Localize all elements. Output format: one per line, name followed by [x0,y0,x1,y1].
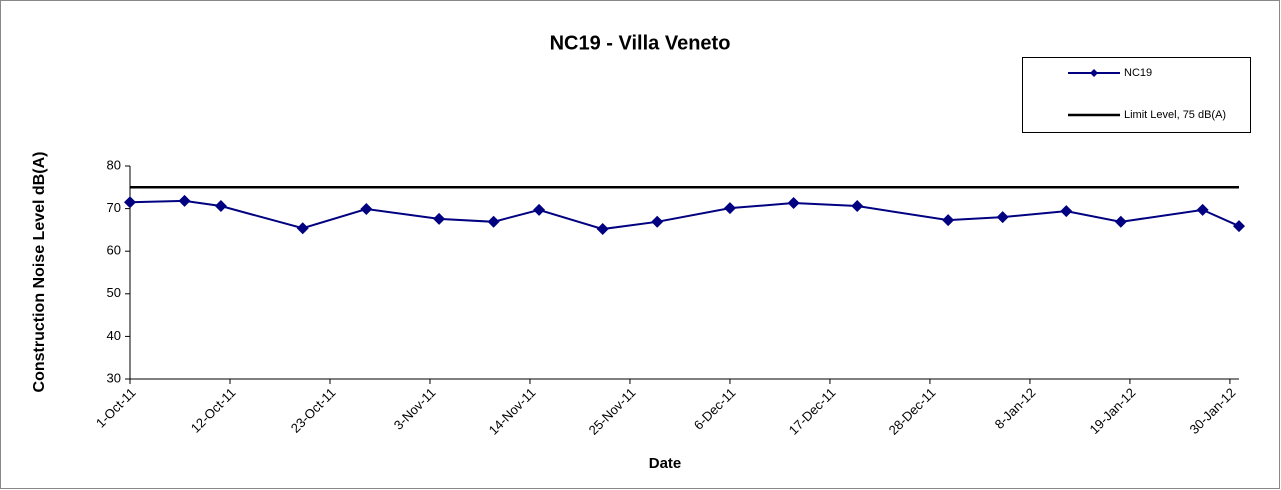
data-point [487,215,500,228]
data-point [723,202,736,215]
y-tick-label: 40 [107,328,121,343]
data-point [942,214,955,227]
y-axis-label: Construction Noise Level dB(A) [31,152,48,393]
data-point [996,211,1009,224]
data-point [1196,203,1209,216]
data-point [178,194,191,207]
x-axis-label: Date [649,455,682,472]
legend-box [1022,57,1251,133]
data-point [1060,205,1073,218]
legend-label: NC19 [1124,67,1152,79]
legend-marker [1090,69,1098,77]
chart-title: NC19 - Villa Veneto [550,32,731,54]
data-point [1233,220,1245,233]
data-point [214,200,227,213]
y-tick-label: 50 [107,285,121,300]
data-point [851,200,864,213]
data-point [124,196,136,209]
data-point [1114,215,1127,228]
y-tick-label: 70 [107,200,121,215]
data-point [296,222,309,235]
y-tick-label: 60 [107,243,121,258]
data-point [433,212,446,225]
data-point [596,223,609,236]
data-point [787,197,800,210]
data-point [533,203,546,216]
y-tick-label: 80 [107,157,121,172]
y-tick-label: 30 [107,370,121,385]
legend-label: Limit Level, 75 dB(A) [1124,109,1226,121]
data-point [360,203,373,216]
data-point [651,215,664,228]
